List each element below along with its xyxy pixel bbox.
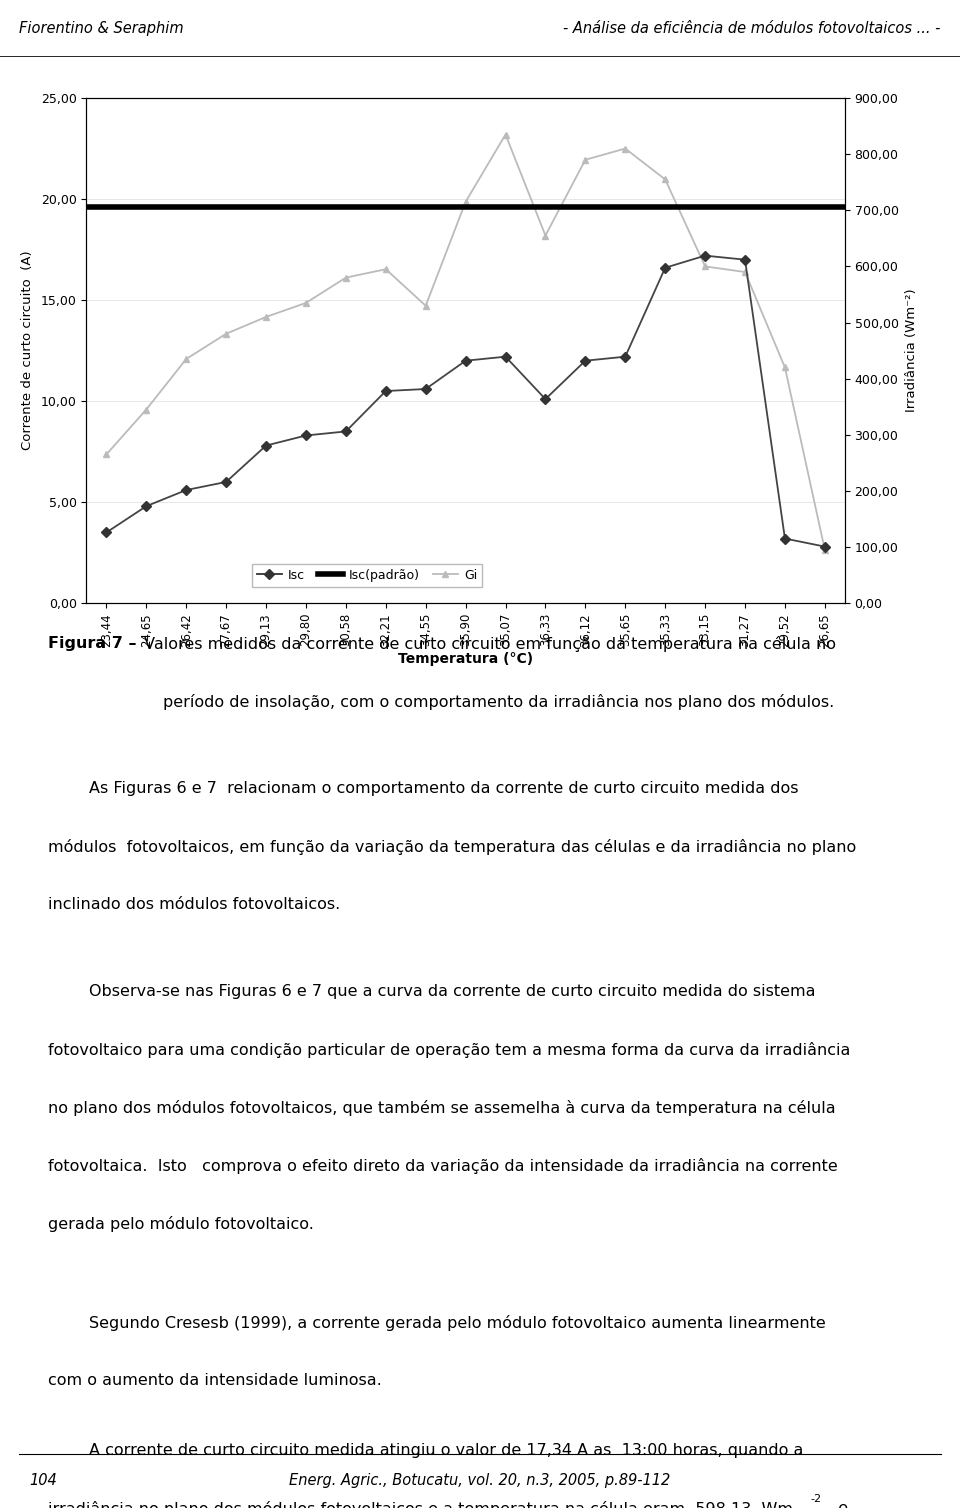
Text: fotovoltaica.  Isto   comprova o efeito direto da variação da intensidade da irr: fotovoltaica. Isto comprova o efeito dir… (48, 1158, 838, 1175)
Isc (780, 529, 791, 547)
Gi (660, 170, 671, 188)
Text: período de insolação, com o comportamento da irradiância nos plano dos módulos.: período de insolação, com o comportament… (163, 694, 834, 710)
Gi (460, 193, 471, 211)
Gi (500, 125, 512, 143)
Gi (140, 401, 152, 419)
Gi (619, 140, 631, 158)
Gi (699, 258, 710, 276)
Isc (540, 391, 551, 409)
Isc (500, 348, 512, 366)
Isc(padrão) (140, 198, 152, 216)
X-axis label: Temperatura (°C): Temperatura (°C) (398, 653, 533, 667)
Isc (420, 380, 431, 398)
Text: inclinado dos módulos fotovoltaicos.: inclinado dos módulos fotovoltaicos. (48, 897, 340, 912)
Gi (340, 268, 351, 287)
Gi (300, 294, 312, 312)
Gi (420, 297, 431, 315)
Text: e: e (828, 1500, 848, 1508)
Isc(padrão) (101, 198, 112, 216)
Gi (780, 359, 791, 377)
Text: A corrente de curto circuito medida atingiu o valor de 17,34 A as  13:00 horas, : A corrente de curto circuito medida atin… (48, 1443, 804, 1458)
Text: gerada pelo módulo fotovoltaico.: gerada pelo módulo fotovoltaico. (48, 1217, 314, 1232)
Line: Gi: Gi (103, 131, 828, 553)
Isc (380, 382, 392, 400)
Text: As Figuras 6 e 7  relacionam o comportamento da corrente de curto circuito medid: As Figuras 6 e 7 relacionam o comportame… (48, 781, 799, 796)
Gi (580, 151, 591, 169)
Gi (819, 541, 830, 559)
Text: Valores medidos da corrente de curto circuito em função da temperatura na célula: Valores medidos da corrente de curto cir… (139, 636, 836, 651)
Isc (819, 537, 830, 555)
Isc (260, 436, 272, 454)
Gi (380, 261, 392, 279)
Gi (739, 262, 751, 280)
Isc (340, 422, 351, 440)
Isc (660, 259, 671, 277)
Line: Isc: Isc (103, 252, 828, 550)
Text: módulos  fotovoltaicos, em função da variação da temperatura das células e da ir: módulos fotovoltaicos, em função da vari… (48, 838, 856, 855)
Isc (221, 474, 232, 492)
Text: irradiância no plano dos módulos fotovoltaicos e a temperatura na célula eram  5: irradiância no plano dos módulos fotovol… (48, 1500, 793, 1508)
Isc (739, 250, 751, 268)
Legend: Isc, Isc(padrão), Gi: Isc, Isc(padrão), Gi (252, 564, 482, 587)
Y-axis label: Corrente de curto circuito  (A): Corrente de curto circuito (A) (21, 250, 34, 451)
Text: Fiorentino & Seraphim: Fiorentino & Seraphim (19, 21, 183, 36)
Gi (101, 445, 112, 463)
Text: fotovoltaico para uma condição particular de operação tem a mesma forma da curva: fotovoltaico para uma condição particula… (48, 1042, 851, 1059)
Isc (460, 351, 471, 369)
Text: Energ. Agric., Botucatu, vol. 20, n.3, 2005, p.89-112: Energ. Agric., Botucatu, vol. 20, n.3, 2… (289, 1473, 671, 1488)
Isc (140, 498, 152, 516)
Isc (580, 351, 591, 369)
Gi (180, 350, 192, 368)
Isc (300, 427, 312, 445)
Isc (619, 348, 631, 366)
Isc (101, 523, 112, 541)
Text: Observa-se nas Figuras 6 e 7 que a curva da corrente de curto circuito medida do: Observa-se nas Figuras 6 e 7 que a curva… (48, 985, 815, 998)
Text: Figura 7 –: Figura 7 – (48, 636, 136, 650)
Isc (699, 247, 710, 265)
Text: -2: -2 (810, 1494, 822, 1503)
Text: - Análise da eficiência de módulos fotovoltaicos ... -: - Análise da eficiência de módulos fotov… (564, 21, 941, 36)
Y-axis label: Irradiância (Wm⁻²): Irradiância (Wm⁻²) (905, 290, 919, 412)
Gi (540, 226, 551, 244)
Text: 104: 104 (29, 1473, 57, 1488)
Text: com o aumento da intensidade luminosa.: com o aumento da intensidade luminosa. (48, 1374, 382, 1387)
Isc (180, 481, 192, 499)
Text: Segundo Cresesb (1999), a corrente gerada pelo módulo fotovoltaico aumenta linea: Segundo Cresesb (1999), a corrente gerad… (48, 1315, 826, 1332)
Text: no plano dos módulos fotovoltaicos, que também se assemelha à curva da temperatu: no plano dos módulos fotovoltaicos, que … (48, 1101, 835, 1116)
Gi (260, 308, 272, 326)
Gi (221, 324, 232, 342)
